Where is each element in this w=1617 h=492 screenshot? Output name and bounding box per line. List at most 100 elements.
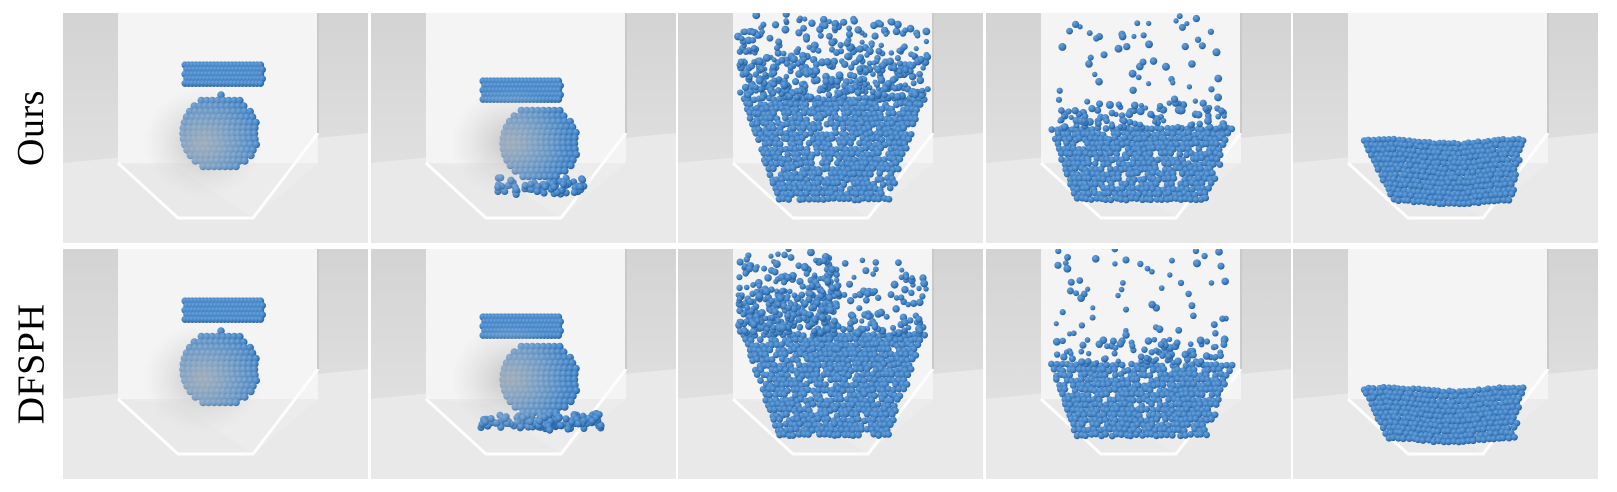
particle (762, 396, 770, 404)
particle (795, 430, 803, 438)
particle (737, 318, 745, 325)
particle (805, 431, 812, 438)
particle (819, 159, 826, 167)
particle (859, 39, 865, 45)
particle (886, 140, 894, 147)
particle (1126, 432, 1134, 440)
particle (828, 134, 836, 142)
particle (1116, 340, 1124, 348)
particle (825, 109, 833, 117)
particle (771, 406, 779, 414)
back-wall (1348, 249, 1548, 399)
particle (856, 76, 864, 84)
particle (807, 311, 813, 318)
simulation-render (678, 249, 983, 479)
particle (784, 357, 791, 365)
particle (879, 181, 887, 188)
particle (856, 65, 864, 73)
particle (1095, 120, 1102, 127)
particle (1069, 382, 1077, 389)
particle (865, 124, 873, 132)
particle (1118, 185, 1126, 192)
particle (797, 174, 805, 182)
particle (817, 292, 825, 300)
particle (804, 355, 811, 363)
particle (832, 129, 840, 137)
particle (831, 420, 838, 428)
particle (1147, 300, 1156, 309)
particle (781, 251, 788, 259)
particle (863, 116, 871, 123)
particle (814, 195, 822, 203)
particle (1064, 108, 1072, 115)
particle (801, 264, 809, 272)
particle (1114, 175, 1122, 182)
particle (1128, 69, 1137, 78)
particle (1426, 149, 1433, 156)
particle (1110, 134, 1118, 142)
particle (1127, 134, 1134, 142)
particle (877, 114, 885, 122)
particle (908, 64, 915, 70)
particle (851, 274, 857, 280)
particle (783, 73, 790, 80)
particle (766, 391, 774, 399)
particle (785, 196, 793, 203)
particle (1187, 150, 1195, 157)
particle (1063, 255, 1070, 261)
particle (789, 400, 797, 408)
particle (1185, 134, 1193, 142)
particle (1115, 101, 1122, 108)
particle (774, 189, 781, 197)
particle (1194, 110, 1202, 119)
particle (1087, 135, 1094, 142)
particle (1055, 135, 1063, 142)
particle (1137, 416, 1145, 424)
particle (1071, 20, 1079, 29)
particle (923, 286, 929, 292)
particle (817, 32, 824, 39)
particle (821, 336, 829, 343)
particle (829, 150, 836, 158)
particle (834, 179, 842, 187)
particle (1197, 386, 1205, 393)
particle (1474, 138, 1482, 146)
particle (817, 381, 825, 388)
particle (1057, 107, 1065, 114)
particle (743, 284, 750, 291)
particle (762, 159, 770, 167)
particle (1154, 406, 1162, 413)
particle (881, 405, 889, 413)
particle (807, 130, 815, 137)
particle (778, 160, 786, 168)
particle (893, 20, 902, 29)
particle (1086, 150, 1094, 158)
particle (831, 317, 838, 325)
particle (803, 270, 810, 277)
particle (1407, 162, 1415, 169)
particle (767, 114, 775, 122)
particle (1475, 199, 1482, 207)
particle (1108, 123, 1115, 129)
particle (849, 150, 856, 158)
particle (1402, 181, 1410, 189)
particle (863, 67, 870, 75)
particle (1387, 190, 1394, 198)
particle (848, 64, 855, 71)
particle (1161, 149, 1169, 157)
particle (834, 159, 841, 167)
particle (1143, 417, 1150, 425)
particle (859, 257, 866, 264)
particle (1157, 341, 1165, 349)
particle (1220, 277, 1229, 286)
particle (1149, 144, 1156, 152)
particle (774, 49, 782, 57)
particle (831, 405, 839, 413)
particle (753, 104, 761, 112)
particle (907, 365, 915, 373)
particle (1175, 426, 1182, 434)
particle (876, 156, 883, 164)
particle (811, 125, 818, 133)
particle (798, 134, 806, 142)
particle (806, 185, 814, 193)
